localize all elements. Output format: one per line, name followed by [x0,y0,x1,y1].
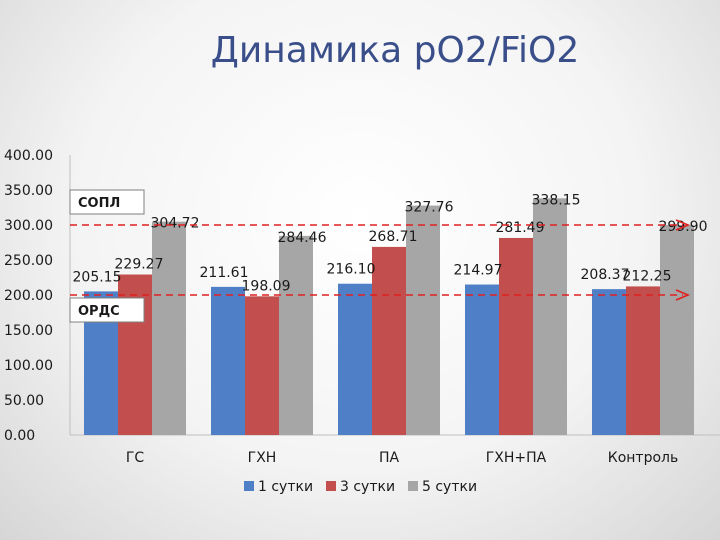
bar [279,235,313,435]
data-label: 281.49 [496,220,545,236]
data-label: 327.76 [405,200,454,216]
legend-swatch [408,481,418,491]
legend-label: 3 сутки [340,479,395,495]
bar [211,286,245,435]
legend-label: 1 сутки [258,479,313,495]
reference-label: СОПЛ [78,196,120,211]
legend-swatch [244,481,254,491]
data-label: 198.09 [242,278,291,294]
bar [245,296,279,435]
legend-label: 5 сутки [422,479,477,495]
bar [660,225,694,435]
x-tick-label: ГХН+ПА [486,450,547,466]
y-tick-label: 300.00 [4,218,53,234]
y-tick-label: 100.00 [4,358,53,374]
y-axis-ticks: 0.00 50.00 100.00 150.00 200.00 250.00 300.00 3… [4,148,53,444]
bar [406,205,440,435]
y-tick-label: 150.00 [4,323,53,339]
bar [592,289,626,435]
arrow-head-icon [675,289,691,301]
bar [533,198,567,435]
bar [372,246,406,435]
x-tick-label: Контроль [608,450,678,466]
y-tick-label: 200.00 [4,288,53,304]
data-label: 211.61 [200,265,249,281]
y-tick-label: 50.00 [4,393,44,409]
data-label: 304.72 [151,216,200,232]
data-label: 216.10 [327,262,376,278]
reference-label-box [69,297,145,323]
legend-swatch [326,481,336,491]
data-label: 205.15 [73,269,122,285]
y-tick-label: 250.00 [4,253,53,269]
reference-label: ОРДС [78,304,120,319]
bar [152,221,186,435]
bar [499,237,533,435]
y-tick-label: 400.00 [4,148,53,164]
y-tick-label: 0.00 [4,428,35,444]
data-label: 208.37 [581,267,630,283]
bar [626,286,660,435]
bar [338,283,372,435]
data-label: 338.15 [532,192,581,208]
arrow-head-icon [675,219,691,231]
reference-lines-group: СОПЛ ОРДС [69,189,691,323]
x-tick-label: ГХН [248,450,277,466]
data-label: 214.97 [454,263,503,279]
data-label: 212.25 [623,268,672,284]
legend: 1 сутки 3 сутки 5 сутки [244,479,477,495]
y-tick-label: 350.00 [4,183,53,199]
data-label: 229.27 [115,257,164,273]
category-labels-group: ГС ГХН ПА ГХН+ПА Контроль [126,450,678,466]
bar [465,284,499,435]
data-label: 268.71 [369,229,418,245]
chart-title: Динамика рO2/FiO2 [210,30,580,71]
x-tick-label: ГС [126,450,145,466]
reference-label-box [69,189,145,215]
data-label: 284.46 [278,230,327,246]
x-tick-label: ПА [379,450,400,466]
